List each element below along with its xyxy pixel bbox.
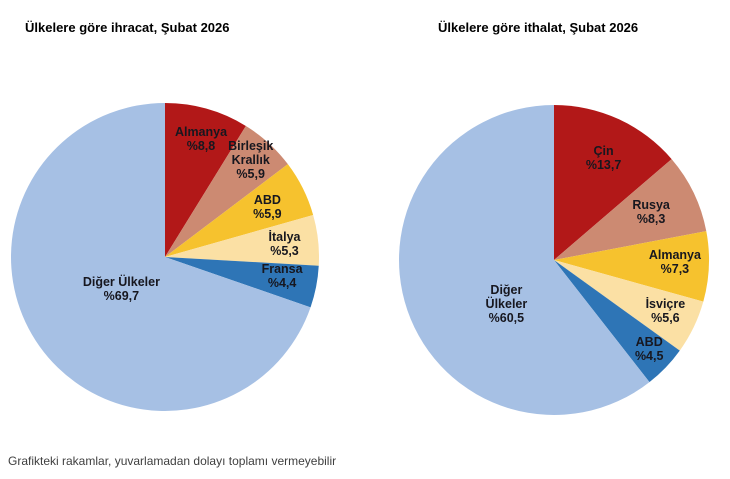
pie-slice-fransa: [165, 257, 319, 308]
import-pie-svg: [399, 105, 709, 415]
rounding-footnote: Grafikteki rakamlar, yuvarlamadan dolayı…: [8, 454, 337, 468]
pie-slice-abd: [554, 260, 680, 383]
pie-slice-diğer-ülkeler: [11, 103, 311, 411]
pie-slice-i̇talya: [165, 214, 319, 266]
export-pie-svg: [11, 103, 319, 411]
pie-slice-abd: [165, 164, 314, 257]
pie-slice-birleşik-krallık: [165, 125, 288, 257]
pie-slice-label-diğer-ülkeler: Diğer Ülkeler %69,7: [82, 274, 160, 303]
import-chart-title: Ülkelere göre ithalat, Şubat 2026: [438, 20, 639, 35]
export-pie-chart: Ülkelere göre ihracat, Şubat 2026 Almany…: [0, 0, 365, 445]
pie-slice-diğer-ülkeler: [399, 105, 650, 415]
pie-slice-label-i̇talya: İtalya %5,3: [268, 230, 301, 259]
pie-slice-i̇sviçre: [554, 260, 704, 351]
pie-slice-label-i̇sviçre: İsviçre %5,6: [645, 296, 686, 325]
pie-slice-almanya: [165, 103, 246, 257]
pie-slice-label-diğer-ülkeler: Diğer Ülkeler %60,5: [485, 283, 528, 326]
pie-slice-almanya: [554, 231, 709, 302]
import-pie-chart: Ülkelere göre ithalat, Şubat 2026 Çin %13…: [365, 0, 730, 445]
pie-slice-label-birleşik-krallık: Birleşik Krallık %5,9: [228, 139, 274, 182]
pie-slice-label-almanya: Almanya %8,8: [174, 125, 228, 154]
pie-slice-label-abd: ABD %4,5: [634, 334, 664, 363]
pie-slice-label-fransa: Fransa %4,4: [261, 261, 303, 290]
export-chart-title: Ülkelere göre ihracat, Şubat 2026: [25, 20, 230, 35]
pie-slice-label-abd: ABD %5,9: [253, 193, 282, 221]
pie-slice-label-almanya: Almanya %7,3: [648, 248, 701, 277]
pie-slice-label-çin: Çin %13,7: [585, 144, 622, 173]
pie-slice-rusya: [554, 159, 707, 260]
pie-slice-çin: [554, 105, 672, 260]
pie-slice-label-rusya: Rusya %8,3: [632, 197, 670, 226]
